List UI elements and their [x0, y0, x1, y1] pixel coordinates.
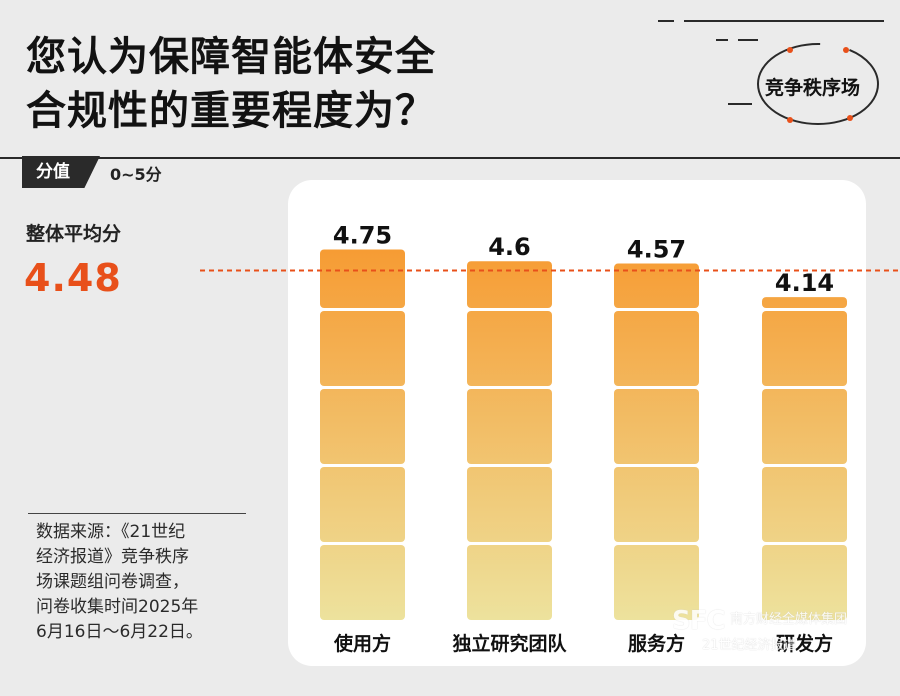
logo-line-4 — [738, 39, 758, 41]
source-note: 数据来源：《21世纪 经济报道》竞争秩序 场课题组问卷调查， 问卷收集时间202… — [36, 520, 251, 645]
bar-segment — [467, 467, 552, 542]
source-line: 问卷收集时间2025年 — [36, 597, 199, 617]
source-line: 经济报道》竞争秩序 — [36, 547, 189, 567]
watermark-line-1: 南方财经全媒体集团 — [730, 612, 848, 627]
category-label: 研发方 — [776, 632, 833, 655]
logo-line-3 — [716, 39, 728, 41]
source-divider — [28, 513, 246, 514]
logo-line-1 — [658, 20, 674, 22]
bar-segment — [320, 249, 405, 308]
source-line: 6月16日～6月22日。 — [36, 622, 203, 642]
bar-segment — [614, 389, 699, 464]
category-label: 独立研究团队 — [452, 632, 567, 655]
bar-2 — [467, 261, 552, 620]
average-label: 整体平均分 — [26, 223, 122, 245]
bar-value-label: 4.14 — [775, 269, 834, 297]
bar-segment — [467, 545, 552, 620]
bar-segment — [467, 311, 552, 386]
title-line-1: 您认为保障智能体安全 — [26, 34, 436, 80]
logo-ring — [757, 43, 879, 125]
bar-segment — [467, 389, 552, 464]
logo-line-5 — [728, 103, 752, 105]
average-value: 4.48 — [24, 256, 122, 300]
bar-segment — [762, 297, 847, 308]
bar-segment — [320, 467, 405, 542]
watermark-mark: SFC — [672, 606, 726, 636]
watermark-line-2: 21世纪经济报道 — [702, 638, 797, 653]
bar-segment — [614, 467, 699, 542]
title-line-2: 合规性的重要程度为？ — [26, 88, 436, 134]
bar-1 — [320, 249, 405, 620]
source-line: 数据来源：《21世纪 — [36, 522, 186, 542]
bar-segment — [614, 545, 699, 620]
bar-segment — [320, 389, 405, 464]
bar-3 — [614, 263, 699, 620]
category-label: 服务方 — [628, 632, 685, 655]
bar-segment — [614, 311, 699, 386]
score-range: 0~5分 — [110, 165, 162, 184]
watermark: SFC 南方财经全媒体集团 21世纪经济报道 — [672, 604, 872, 660]
header-divider — [0, 157, 900, 159]
bar-segment — [614, 263, 699, 308]
bar-segment — [762, 467, 847, 542]
source-line: 场课题组问卷调查， — [36, 572, 189, 592]
category-label: 使用方 — [333, 632, 391, 655]
bar-segment — [762, 311, 847, 386]
bar-value-label: 4.6 — [488, 233, 531, 261]
logo-line-2 — [684, 20, 884, 22]
logo-text: 竞争秩序场 — [765, 77, 861, 99]
bar-value-label: 4.75 — [333, 222, 392, 250]
bar-segment — [762, 389, 847, 464]
bar-value-label: 4.57 — [627, 236, 686, 264]
bar-segment — [762, 545, 847, 620]
bar-segment — [320, 545, 405, 620]
bar-segment — [320, 311, 405, 386]
bar-4 — [762, 297, 847, 620]
chart-title: 您认为保障智能体安全 合规性的重要程度为？ — [26, 30, 436, 138]
bar-segment — [467, 261, 552, 308]
